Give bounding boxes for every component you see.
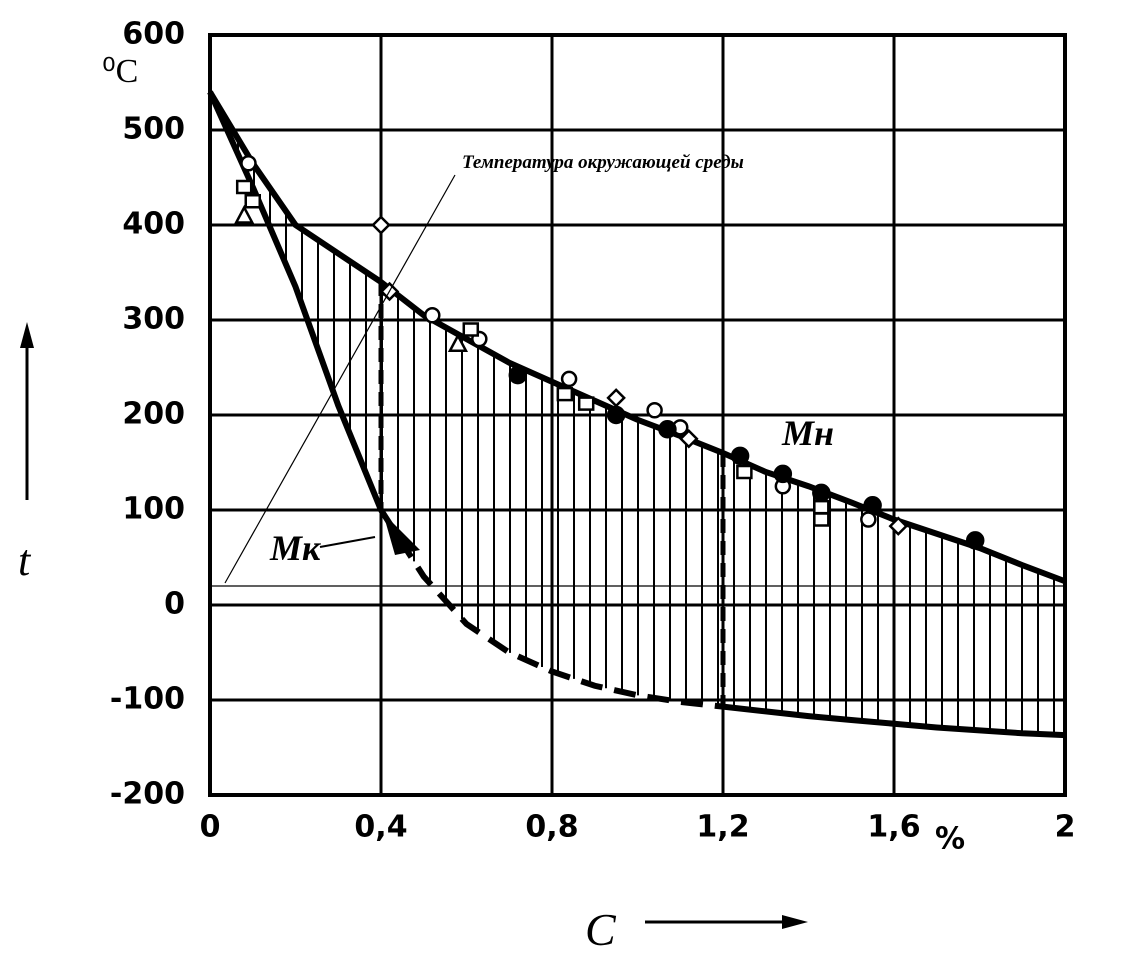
x-tick-label: 1,6 (867, 810, 920, 845)
point (646, 402, 663, 419)
y-tick-label: 100 (122, 492, 185, 527)
point (424, 307, 441, 324)
series-label: Mн (781, 413, 834, 453)
point (773, 464, 793, 484)
point (888, 516, 909, 536)
hatch (221, 112, 1055, 735)
x-tick-label: 1,2 (696, 810, 749, 845)
point (658, 420, 677, 439)
point (508, 365, 528, 385)
label-arrow-head (383, 513, 420, 555)
marks (207, 90, 1067, 739)
point (736, 464, 753, 480)
point (371, 215, 391, 235)
y-tick-label: 0 (164, 587, 185, 622)
point (447, 333, 469, 352)
y-tick-label: 200 (122, 397, 185, 432)
x-tick-label: 0 (200, 810, 221, 845)
label-pointer (319, 536, 376, 548)
x-tick-label: 2 (1055, 810, 1076, 845)
point (606, 388, 626, 408)
y-arrow-head (20, 322, 34, 348)
point (560, 370, 578, 388)
point (577, 396, 595, 411)
x-tick-label: 0,4 (354, 810, 407, 845)
curve (207, 90, 1067, 585)
point (556, 386, 574, 402)
y-tick-label: -100 (110, 682, 185, 717)
y-tick-label: 600 (122, 17, 185, 52)
y-tick-label: 300 (122, 302, 185, 337)
point (679, 428, 699, 449)
point (965, 531, 985, 550)
point (813, 499, 830, 515)
point (606, 405, 626, 425)
annotation: Температура окружающей среды (462, 152, 744, 173)
point (813, 512, 830, 527)
point (235, 179, 253, 195)
point (863, 496, 882, 515)
x-unit: % (935, 822, 965, 857)
y-axis-label: t (18, 536, 32, 585)
point (812, 483, 831, 503)
annotation-leader (224, 174, 456, 584)
y-tick-label: -200 (110, 777, 185, 812)
series-label: Mк (269, 528, 321, 568)
point (730, 446, 750, 466)
y-unit: ⁰C (102, 53, 138, 90)
y-tick-label: 400 (122, 207, 185, 242)
point (234, 204, 255, 224)
curve (378, 508, 724, 710)
point (244, 194, 261, 209)
point (240, 155, 257, 172)
x-arrow-head (782, 915, 808, 929)
plot-frame (208, 33, 1067, 797)
y-tick-label: 500 (122, 112, 185, 147)
point (462, 322, 480, 337)
curve (207, 90, 1066, 739)
x-tick-label: 0,8 (525, 810, 578, 845)
point (860, 511, 877, 528)
x-axis-label: C (585, 904, 617, 955)
